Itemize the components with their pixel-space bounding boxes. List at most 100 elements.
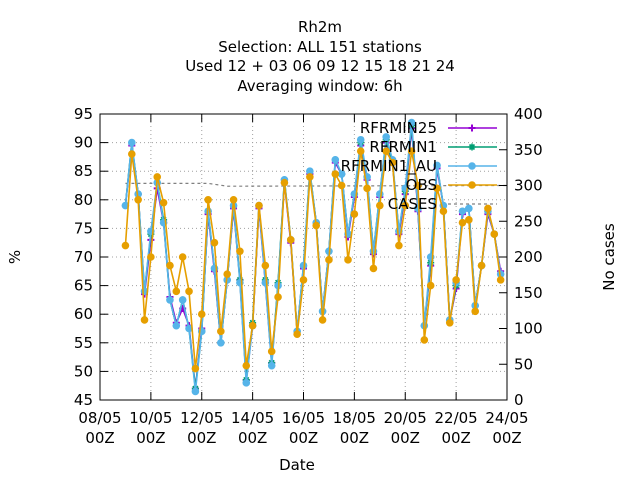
- data-point: [338, 182, 345, 189]
- x-tick-label: 24/05: [485, 409, 528, 427]
- x-tick-label: 00Z: [85, 429, 114, 447]
- data-point: [230, 197, 237, 204]
- data-point: [440, 208, 447, 215]
- data-point: [472, 308, 479, 315]
- data-point: [135, 197, 142, 204]
- data-point: [141, 317, 148, 324]
- data-point: [237, 248, 244, 255]
- data-point: [122, 242, 129, 249]
- y2-tick-label: 0: [514, 391, 524, 409]
- data-point: [485, 205, 492, 212]
- y2-tick-label: 100: [514, 320, 543, 338]
- x-tick-label: 00Z: [238, 429, 267, 447]
- x-tick-label: 16/05: [282, 409, 325, 427]
- y2-tick-label: 150: [514, 284, 543, 302]
- x-tick-label: 00Z: [441, 429, 470, 447]
- data-point: [167, 262, 174, 269]
- data-point: [466, 217, 473, 224]
- y-tick-label: 70: [74, 248, 93, 266]
- data-point: [300, 277, 307, 284]
- data-point: [192, 388, 199, 395]
- series-layer: [122, 119, 504, 394]
- data-point: [294, 331, 301, 338]
- y-tick-label: 50: [74, 362, 93, 380]
- data-point: [427, 282, 434, 289]
- data-point: [332, 171, 339, 178]
- data-point: [469, 144, 476, 151]
- x-tick-label: 20/05: [384, 409, 427, 427]
- series-obs: [122, 148, 504, 372]
- legend-label: RFRMIN1_AU: [341, 157, 437, 176]
- data-point: [211, 239, 218, 246]
- y2-tick-label: 250: [514, 212, 543, 230]
- data-point: [192, 365, 199, 372]
- y-tick-label: 95: [74, 105, 93, 123]
- data-point: [396, 242, 403, 249]
- x-tick-label: 18/05: [333, 409, 376, 427]
- title-line-2: Selection: ALL 151 stations: [218, 38, 422, 56]
- data-point: [186, 288, 193, 295]
- title-line-3: Used 12 + 03 06 09 12 15 18 21 24: [185, 57, 455, 75]
- data-point: [351, 211, 358, 218]
- data-point: [148, 254, 155, 261]
- data-point: [319, 317, 326, 324]
- x-tick-label: 10/05: [129, 409, 172, 427]
- x-tick-label: 00Z: [136, 429, 165, 447]
- x-tick-label: 00Z: [187, 429, 216, 447]
- data-point: [469, 163, 476, 170]
- data-point: [128, 139, 135, 146]
- data-point: [497, 277, 504, 284]
- y-tick-label: 65: [74, 277, 93, 295]
- title-line-4: Averaging window: 6h: [237, 77, 402, 95]
- data-point: [128, 151, 135, 158]
- data-point: [218, 328, 225, 335]
- data-point: [218, 340, 225, 347]
- data-point: [287, 237, 294, 244]
- y-tick-label: 85: [74, 162, 93, 180]
- data-point: [377, 202, 384, 209]
- x-tick-label: 00Z: [289, 429, 318, 447]
- legend-label: RFRMIN25: [360, 119, 437, 137]
- data-point: [453, 277, 460, 284]
- data-point: [173, 322, 180, 329]
- data-point: [268, 362, 275, 369]
- legend-label: OBS: [406, 176, 437, 194]
- data-point: [262, 262, 269, 269]
- y2-tick-label: 300: [514, 177, 543, 195]
- y2-tick-label: 400: [514, 105, 543, 123]
- y2-axis-label: No cases: [600, 223, 618, 291]
- data-point: [370, 265, 377, 272]
- data-point: [167, 297, 174, 304]
- data-point: [243, 362, 250, 369]
- x-tick-label: 00Z: [391, 429, 420, 447]
- y-axis-label: %: [6, 250, 24, 264]
- data-point: [469, 125, 476, 132]
- data-point: [357, 148, 364, 155]
- data-point: [173, 288, 180, 295]
- legend-label: RFRMIN1: [369, 138, 437, 156]
- y-tick-label: 55: [74, 334, 93, 352]
- data-point: [326, 257, 333, 264]
- data-point: [160, 199, 167, 206]
- y2-tick-label: 200: [514, 248, 543, 266]
- x-tick-label: 00Z: [340, 429, 369, 447]
- data-point: [446, 319, 453, 326]
- data-point: [275, 294, 282, 301]
- data-point: [469, 182, 476, 189]
- y-tick-label: 75: [74, 219, 93, 237]
- y-tick-label: 90: [74, 134, 93, 152]
- data-point: [421, 337, 428, 344]
- data-point: [205, 197, 212, 204]
- data-point: [154, 174, 161, 181]
- y2-tick-label: 50: [514, 355, 533, 373]
- data-point: [345, 257, 352, 264]
- chart-title: Rh2m Selection: ALL 151 stations Used 12…: [185, 18, 455, 95]
- data-point: [249, 322, 256, 329]
- data-point: [459, 208, 466, 215]
- data-point: [179, 254, 186, 261]
- data-point: [459, 219, 466, 226]
- data-point: [491, 231, 498, 238]
- data-point: [224, 271, 231, 278]
